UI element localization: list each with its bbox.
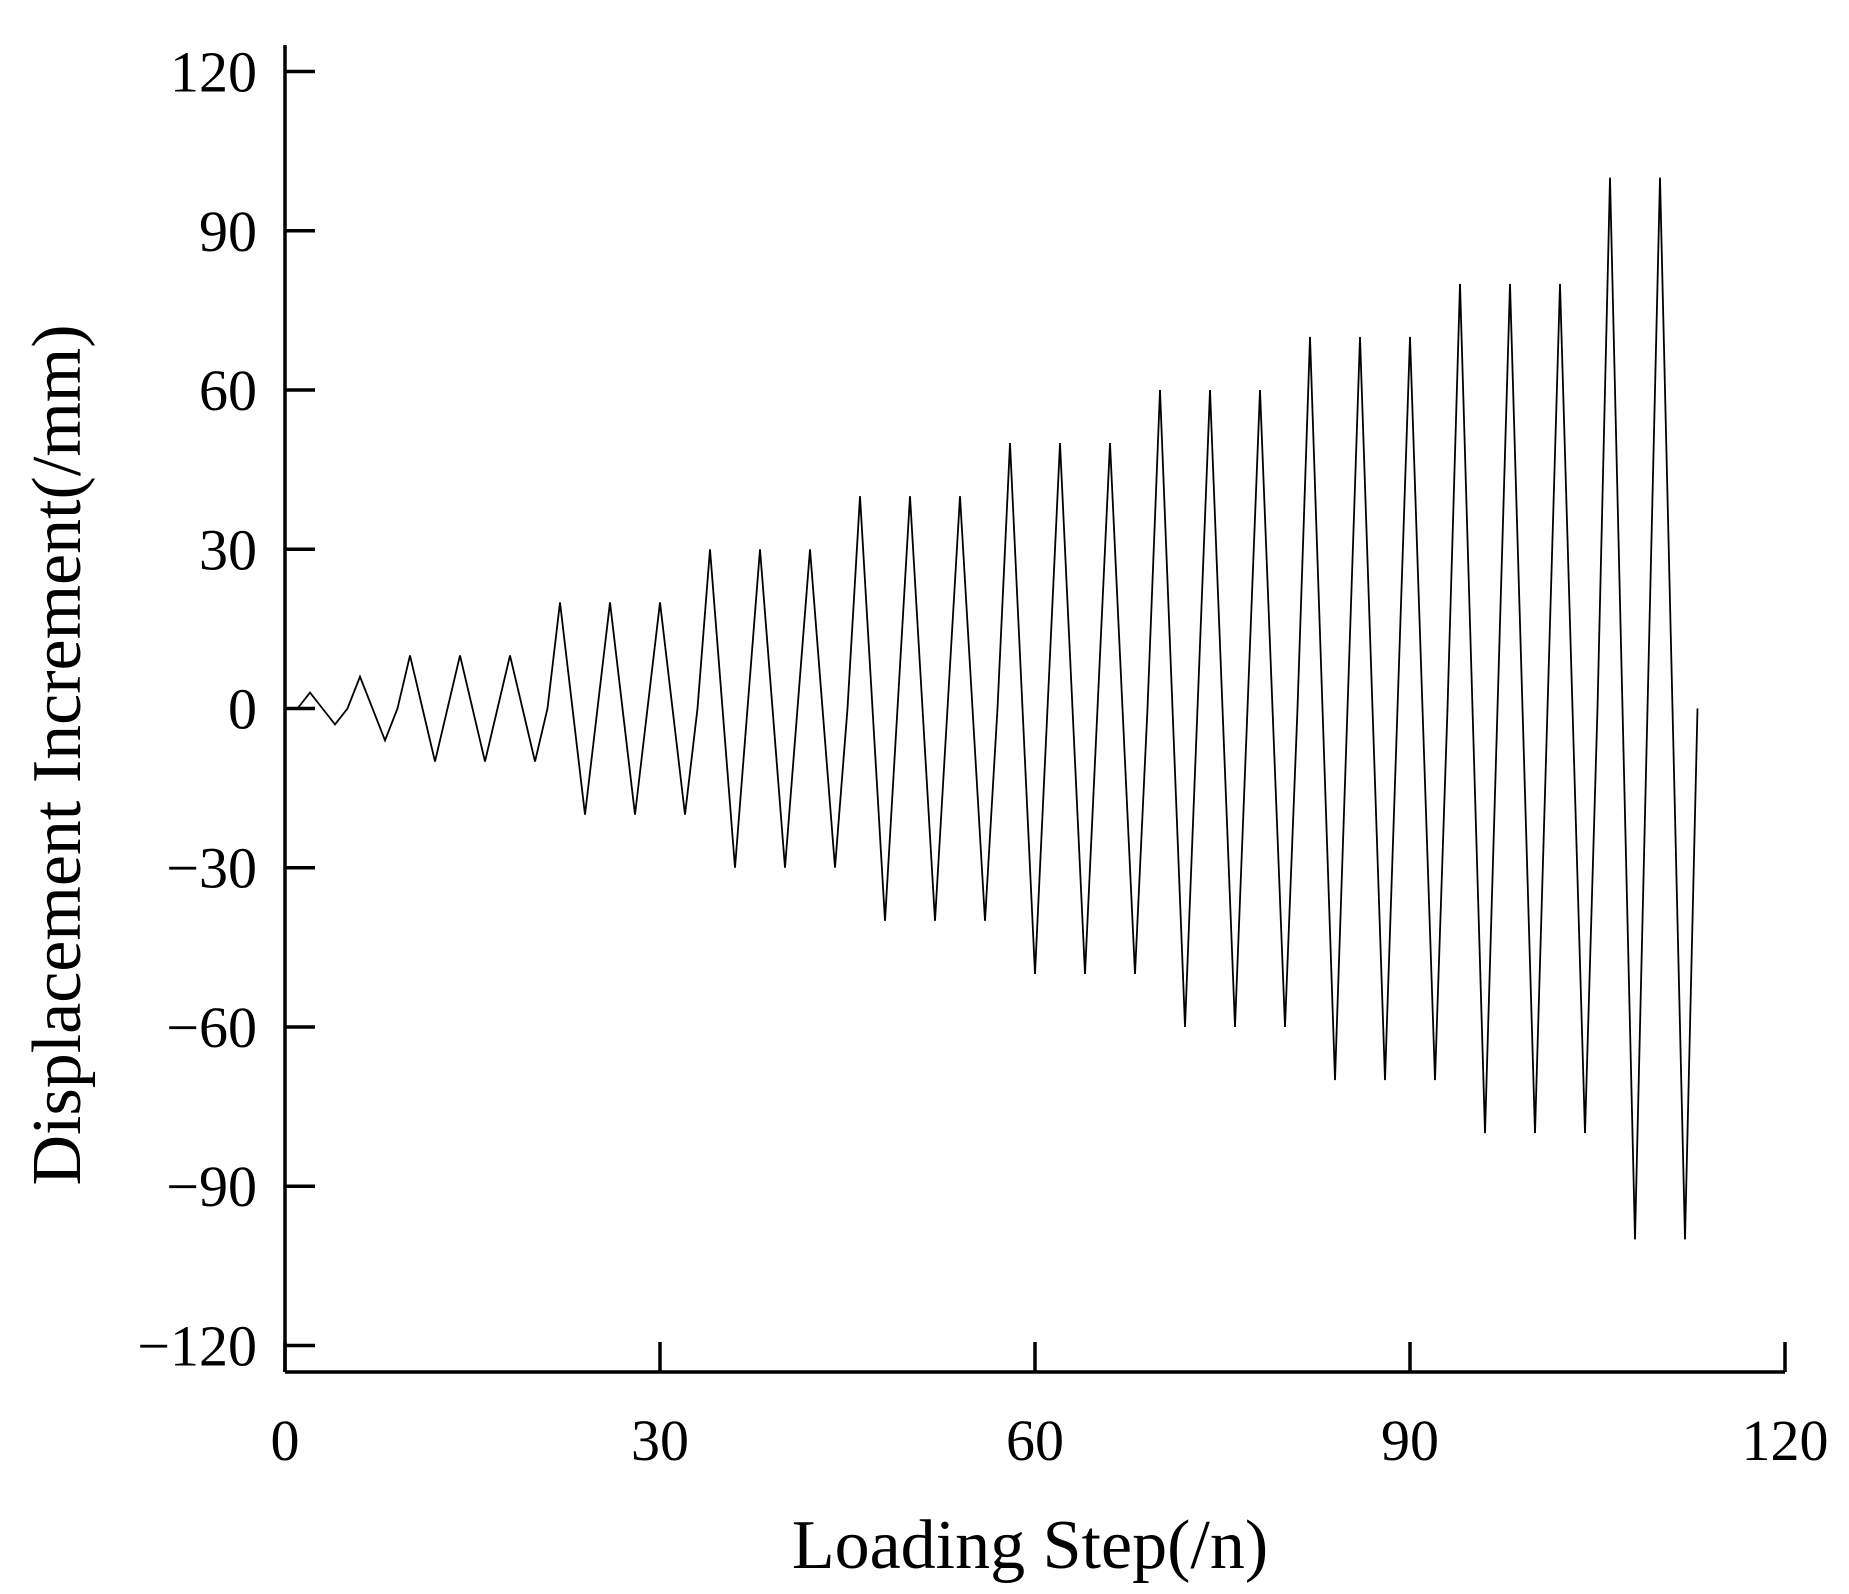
x-tick-label: 0 [271,1408,300,1473]
x-axis-label: Loading Step(/n) [792,1507,1268,1584]
y-tick-label: −90 [166,1154,257,1219]
y-ticks: 120 90 60 30 0 −30 −60 −90 −120 [137,40,315,1378]
x-tick-label: 60 [1006,1408,1064,1473]
y-tick-label: 0 [228,677,257,742]
x-tick-label: 30 [631,1408,689,1473]
displacement-series-line [285,177,1699,1240]
x-tick-label: 90 [1381,1408,1439,1473]
y-axis-label: Displacement Increment(/mm) [19,324,96,1185]
y-tick-label: 90 [199,199,257,264]
y-tick-label: 120 [170,40,257,105]
y-tick-label: 60 [199,358,257,423]
x-tick-label: 120 [1742,1408,1829,1473]
y-tick-label: −120 [137,1313,257,1378]
y-tick-label: −30 [166,836,257,901]
x-ticks: 0 30 60 90 120 [271,1342,1829,1473]
y-tick-label: 30 [199,517,257,582]
y-tick-label: −60 [166,995,257,1060]
